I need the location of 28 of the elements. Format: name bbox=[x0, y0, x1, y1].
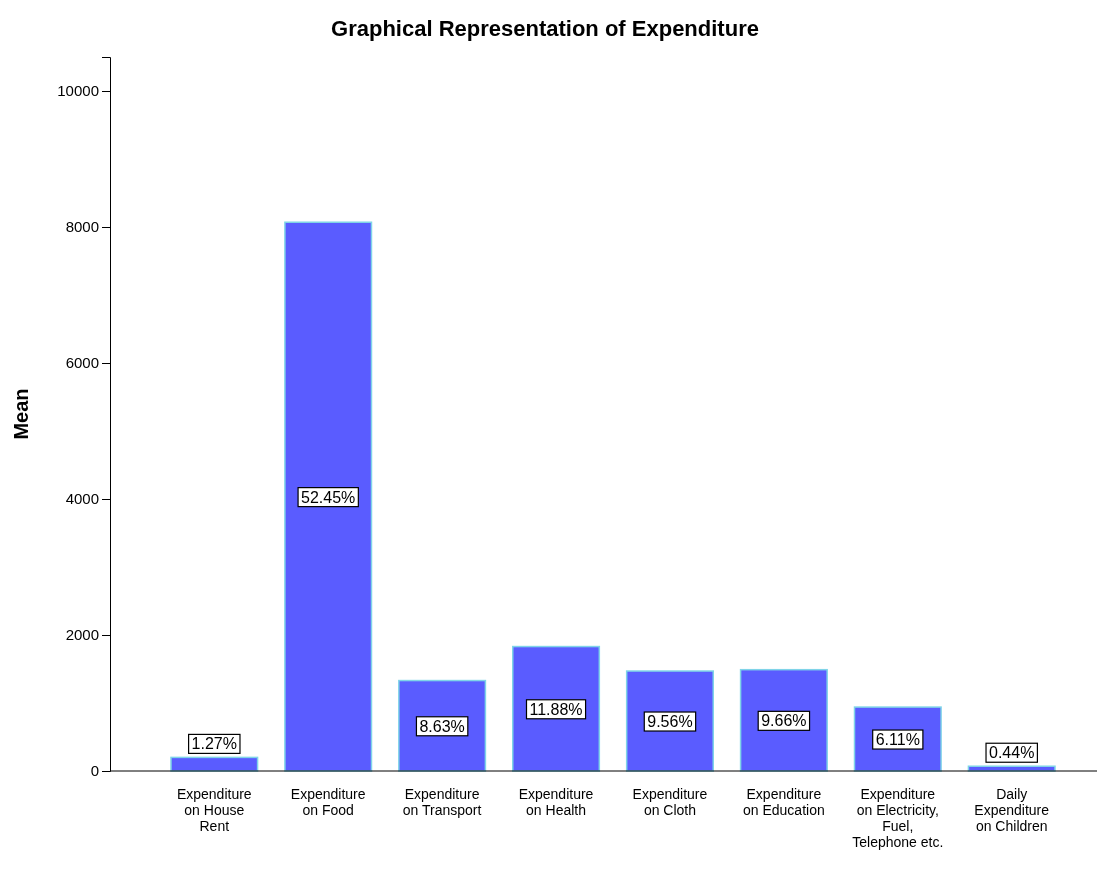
bar bbox=[284, 221, 373, 772]
x-tick-label: Expenditure on Food bbox=[290, 786, 366, 818]
annotation: 52.45% bbox=[301, 488, 356, 506]
y-tick-label: 0 bbox=[90, 762, 99, 780]
chart-title: Graphical Representation of Expenditure bbox=[331, 16, 759, 41]
y-tick-label: 4000 bbox=[65, 490, 99, 508]
annotation: 9.56% bbox=[647, 713, 693, 731]
annotation: 1.27% bbox=[191, 735, 237, 753]
x-tick-label: Expenditure on House Rent bbox=[176, 786, 252, 834]
y-axis-title: Mean bbox=[10, 388, 32, 440]
annotation: 6.11% bbox=[875, 731, 920, 749]
bar bbox=[625, 670, 714, 772]
x-tick-label: Expenditure on Education bbox=[743, 786, 825, 818]
annotation: 8.63% bbox=[419, 717, 465, 735]
x-tick-label: Expenditure on Health bbox=[518, 786, 594, 818]
x-tick-label: Expenditure on Electricity, Fuel, Telephone etc. bbox=[852, 786, 944, 850]
bar bbox=[739, 668, 828, 772]
y-tick-label: 2000 bbox=[65, 626, 99, 644]
x-tick-label: Expenditure on Transport bbox=[402, 786, 482, 818]
annotation: 0.44% bbox=[989, 744, 1035, 762]
y-tick-label: 10000 bbox=[57, 82, 99, 100]
y-tick-label: 8000 bbox=[65, 218, 99, 236]
x-tick-label: Daily Expenditure on Children bbox=[974, 786, 1050, 834]
x-tick-label: Expenditure on Cloth bbox=[632, 786, 708, 818]
annotation: 9.66% bbox=[761, 712, 807, 730]
bar bbox=[512, 645, 601, 772]
annotation: 11.88% bbox=[529, 700, 583, 718]
y-tick-label: 6000 bbox=[65, 354, 99, 372]
